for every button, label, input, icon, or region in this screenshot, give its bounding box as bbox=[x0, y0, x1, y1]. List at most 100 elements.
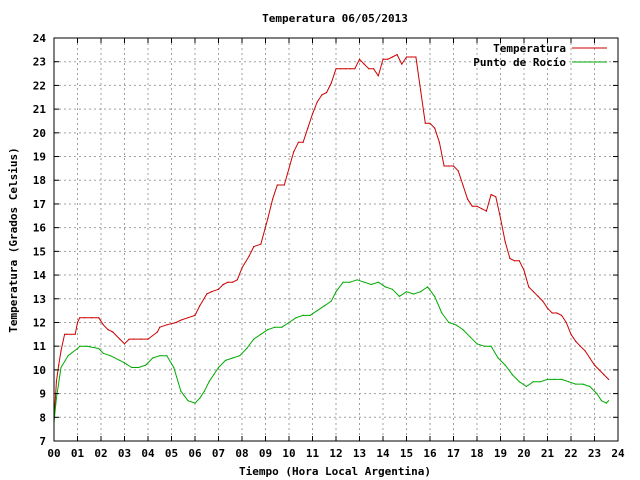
data-point bbox=[60, 366, 62, 369]
data-point bbox=[112, 331, 114, 333]
x-tick-label: 11 bbox=[306, 447, 320, 460]
data-point bbox=[295, 317, 297, 319]
data-point bbox=[415, 56, 417, 58]
data-point bbox=[102, 324, 104, 326]
data-point bbox=[138, 366, 140, 369]
data-point bbox=[384, 286, 386, 288]
data-point bbox=[86, 345, 88, 347]
data-point bbox=[469, 336, 471, 338]
data-point bbox=[551, 312, 553, 314]
data-point bbox=[589, 357, 591, 359]
data-point bbox=[60, 350, 62, 352]
data-point bbox=[297, 141, 299, 143]
data-point bbox=[166, 355, 168, 357]
data-point bbox=[133, 338, 135, 340]
legend-label: Punto de Rocío bbox=[473, 56, 566, 69]
data-point bbox=[441, 312, 443, 314]
data-point bbox=[194, 314, 196, 316]
data-point bbox=[429, 122, 431, 124]
data-point bbox=[349, 281, 351, 283]
data-point bbox=[79, 345, 81, 347]
data-point bbox=[206, 293, 208, 295]
y-tick-label: 20 bbox=[33, 127, 46, 140]
data-point bbox=[159, 355, 161, 357]
data-point bbox=[213, 374, 215, 376]
data-point bbox=[570, 333, 572, 335]
data-point bbox=[107, 329, 109, 331]
data-point bbox=[509, 257, 511, 260]
data-point bbox=[140, 338, 142, 340]
series-layer bbox=[53, 54, 610, 423]
x-tick-label: 12 bbox=[329, 447, 342, 460]
data-point bbox=[546, 307, 549, 309]
x-tick-label: 17 bbox=[447, 447, 460, 460]
data-point bbox=[452, 165, 455, 167]
data-point bbox=[413, 293, 415, 295]
data-point bbox=[575, 383, 577, 385]
data-point bbox=[74, 333, 76, 335]
data-point bbox=[260, 333, 262, 335]
x-tick-label: 18 bbox=[470, 447, 483, 460]
data-point bbox=[448, 321, 450, 324]
data-point bbox=[288, 167, 290, 169]
data-point bbox=[420, 89, 422, 91]
x-tick-label: 10 bbox=[282, 447, 295, 460]
data-point bbox=[316, 101, 318, 103]
data-point bbox=[391, 56, 393, 58]
data-point bbox=[495, 196, 497, 198]
data-point bbox=[344, 68, 346, 70]
data-point bbox=[311, 113, 314, 115]
data-point bbox=[199, 397, 201, 399]
data-point bbox=[443, 165, 445, 167]
data-point bbox=[147, 338, 149, 340]
data-point bbox=[405, 291, 408, 293]
data-point bbox=[575, 340, 577, 342]
data-point bbox=[267, 217, 269, 219]
data-point bbox=[542, 300, 544, 302]
data-point bbox=[499, 217, 502, 219]
data-point bbox=[58, 364, 60, 366]
y-tick-label: 12 bbox=[33, 316, 46, 329]
data-point bbox=[455, 324, 457, 326]
data-point bbox=[537, 295, 539, 297]
data-point bbox=[518, 381, 520, 383]
data-point bbox=[546, 378, 549, 380]
data-point bbox=[152, 357, 154, 359]
x-tick-label: 22 bbox=[564, 447, 577, 460]
data-point bbox=[66, 333, 68, 335]
data-point bbox=[302, 141, 304, 143]
x-tick-label: 23 bbox=[588, 447, 601, 460]
data-point bbox=[370, 283, 372, 286]
data-point bbox=[208, 381, 210, 383]
data-point bbox=[323, 305, 325, 307]
data-point bbox=[236, 279, 238, 281]
legend-label: Temperatura bbox=[493, 42, 566, 55]
y-tick-label: 13 bbox=[33, 293, 46, 306]
data-point bbox=[354, 68, 356, 70]
data-point bbox=[293, 151, 295, 153]
data-point bbox=[497, 357, 499, 359]
data-point bbox=[156, 331, 158, 333]
data-point bbox=[373, 68, 375, 70]
data-point bbox=[145, 364, 147, 366]
data-point bbox=[401, 63, 403, 65]
data-point bbox=[217, 366, 220, 369]
data-point bbox=[462, 184, 464, 186]
data-point bbox=[260, 243, 262, 245]
data-point bbox=[173, 366, 175, 369]
data-point bbox=[424, 122, 426, 124]
data-point bbox=[476, 205, 478, 207]
data-point bbox=[180, 390, 182, 392]
y-tick-label: 15 bbox=[33, 245, 46, 258]
x-tick-label: 20 bbox=[517, 447, 530, 460]
data-point bbox=[232, 281, 234, 283]
data-point bbox=[222, 283, 224, 286]
x-tick-label: 04 bbox=[141, 447, 155, 460]
data-point bbox=[427, 286, 429, 288]
data-point bbox=[504, 364, 506, 366]
x-tick-label: 24 bbox=[611, 447, 625, 460]
data-point bbox=[109, 355, 111, 357]
data-point bbox=[175, 321, 177, 324]
data-point bbox=[593, 364, 596, 366]
